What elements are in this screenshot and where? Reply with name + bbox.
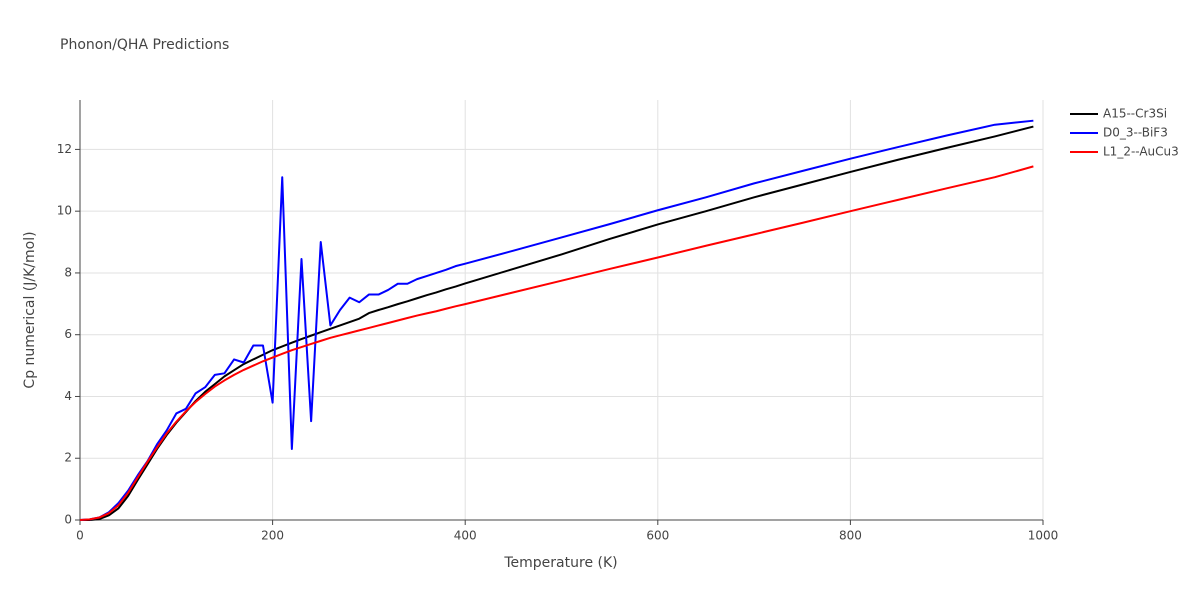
y-tick-label: 10	[57, 204, 72, 218]
x-axis-title: Temperature (K)	[503, 555, 617, 571]
y-tick-label: 0	[64, 513, 72, 527]
series-line	[80, 125, 1034, 521]
series-line	[79, 119, 1034, 521]
y-tick-label: 2	[64, 451, 72, 465]
x-tick-label: 600	[646, 529, 669, 543]
x-tick-label: 0	[76, 529, 84, 543]
x-tick-label: 400	[454, 529, 477, 543]
y-tick-label: 6	[64, 327, 72, 341]
x-tick-label: 800	[839, 529, 862, 543]
legend-label: D0_3--BiF3	[1103, 126, 1168, 140]
y-tick-label: 4	[64, 389, 72, 403]
x-tick-label: 1000	[1028, 529, 1059, 543]
legend-label: L1_2--AuCu3	[1103, 145, 1179, 159]
series-line	[79, 165, 1034, 521]
legend-label: A15--Cr3Si	[1103, 107, 1167, 121]
y-axis-title: Cp numerical (J/K/mol)	[22, 231, 38, 388]
chart-title: Phonon/QHA Predictions	[60, 37, 229, 53]
x-tick-label: 200	[261, 529, 284, 543]
y-tick-label: 8	[64, 265, 72, 279]
y-tick-label: 12	[57, 142, 72, 156]
